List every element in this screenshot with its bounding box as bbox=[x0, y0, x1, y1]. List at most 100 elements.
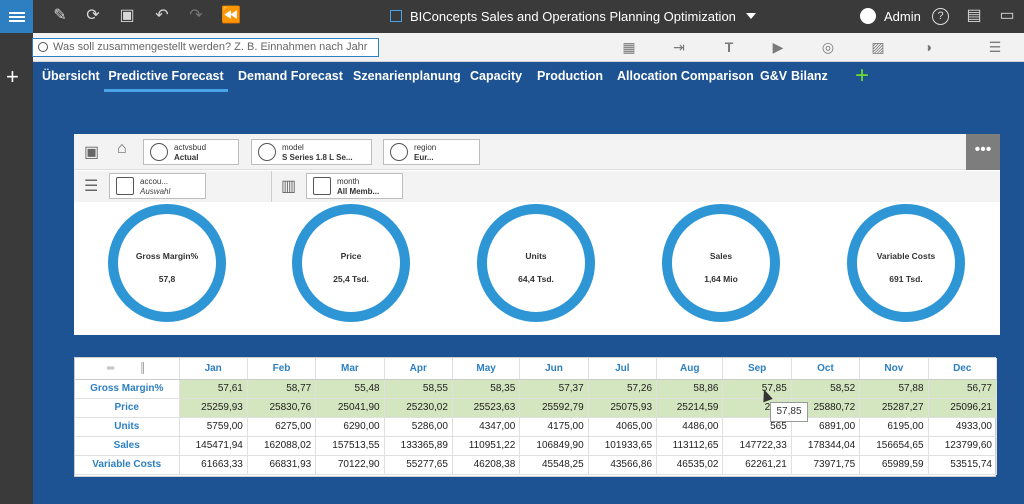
rows-dimension[interactable]: accou... Auswahl bbox=[109, 173, 206, 199]
app-title[interactable]: BIConcepts Sales and Operations Planning… bbox=[390, 0, 756, 33]
hamburger-menu-icon[interactable] bbox=[0, 0, 33, 33]
table-cell[interactable]: 56,77 bbox=[928, 379, 998, 399]
column-header[interactable]: Mar bbox=[315, 358, 385, 380]
web-widget-icon[interactable]: ◎ bbox=[821, 39, 835, 55]
tab-allocation-comparison[interactable]: Allocation Comparison bbox=[617, 69, 754, 83]
save-icon[interactable]: ▣ bbox=[119, 7, 135, 24]
column-header[interactable]: Jul bbox=[588, 358, 658, 380]
table-cell[interactable]: 5286,00 bbox=[384, 417, 453, 437]
column-header[interactable]: May bbox=[452, 358, 521, 380]
refresh-icon[interactable]: ⟳ bbox=[86, 7, 100, 24]
table-cell[interactable]: 25075,93 bbox=[588, 398, 658, 418]
filter-actvsbud[interactable]: actvsbud Actual bbox=[143, 139, 239, 165]
kpi-sales[interactable]: Sales 1,64 Mio bbox=[661, 203, 781, 323]
table-cell[interactable]: 4347,00 bbox=[452, 417, 521, 437]
table-cell[interactable]: 6290,00 bbox=[315, 417, 385, 437]
table-cell[interactable]: 58,86 bbox=[656, 379, 724, 399]
table-cell[interactable]: 55277,65 bbox=[384, 455, 453, 475]
table-cell[interactable]: 25592,79 bbox=[519, 398, 589, 418]
table-cell[interactable]: 57,37 bbox=[519, 379, 589, 399]
table-cell[interactable]: 65989,59 bbox=[859, 455, 929, 475]
table-cell[interactable]: 25096,21 bbox=[928, 398, 998, 418]
image-widget-icon[interactable]: ▨ bbox=[871, 39, 885, 55]
table-cell[interactable]: 46535,02 bbox=[656, 455, 724, 475]
column-header[interactable]: Jan bbox=[179, 358, 248, 380]
table-cell[interactable]: 25880,72 bbox=[791, 398, 861, 418]
table-cell[interactable]: 57,61 bbox=[179, 379, 248, 399]
table-cell[interactable]: 178344,04 bbox=[791, 436, 861, 456]
undo-icon[interactable]: ↶ bbox=[155, 7, 169, 24]
redo-icon[interactable]: ↷ bbox=[189, 7, 203, 24]
table-cell[interactable]: 57,88 bbox=[859, 379, 929, 399]
table-cell[interactable]: 6275,00 bbox=[247, 417, 317, 437]
kpi-price[interactable]: Price 25,4 Tsd. bbox=[291, 203, 411, 323]
column-header[interactable]: Oct bbox=[791, 358, 861, 380]
row-header[interactable]: Gross Margin% bbox=[75, 379, 180, 399]
table-cell[interactable]: 25214,59 bbox=[656, 398, 724, 418]
row-header[interactable]: Variable Costs bbox=[75, 455, 180, 475]
table-cell[interactable]: 73971,75 bbox=[791, 455, 861, 475]
search-input[interactable]: Was soll zusammengestellt werden? Z. B. … bbox=[32, 38, 379, 57]
kpi-variable-costs[interactable]: Variable Costs 691 Tsd. bbox=[846, 203, 966, 323]
tab-predictive-forecast[interactable]: Predictive Forecast bbox=[104, 62, 228, 92]
column-header[interactable]: Apr bbox=[384, 358, 453, 380]
table-cell[interactable]: 66831,93 bbox=[247, 455, 317, 475]
table-cell[interactable]: 133365,89 bbox=[384, 436, 453, 456]
table-cell[interactable]: 58,55 bbox=[384, 379, 453, 399]
tab-demand-forecast[interactable]: Demand Forecast bbox=[238, 69, 343, 83]
table-cell[interactable]: 110951,22 bbox=[452, 436, 521, 456]
video-widget-icon[interactable]: ▶ bbox=[772, 39, 784, 55]
table-cell[interactable]: 25287,27 bbox=[859, 398, 929, 418]
rewind-icon[interactable]: ⏪ bbox=[221, 7, 241, 24]
table-cell[interactable]: 55,48 bbox=[315, 379, 385, 399]
tab-szenarienplanung[interactable]: Szenarienplanung bbox=[353, 69, 461, 83]
table-cell[interactable]: 57,85 bbox=[722, 379, 792, 399]
table-cell[interactable]: 6891,00 bbox=[791, 417, 861, 437]
table-cell[interactable]: 5759,00 bbox=[179, 417, 248, 437]
tab-production[interactable]: Production bbox=[537, 69, 603, 83]
table-cell[interactable]: 70122,90 bbox=[315, 455, 385, 475]
table-cell[interactable]: 147722,33 bbox=[722, 436, 792, 456]
table-cell[interactable]: 58,52 bbox=[791, 379, 861, 399]
table-cell[interactable]: 58,77 bbox=[247, 379, 317, 399]
table-cell[interactable]: 157513,55 bbox=[315, 436, 385, 456]
table-cell[interactable]: 4065,00 bbox=[588, 417, 658, 437]
table-cell[interactable]: 101933,65 bbox=[588, 436, 658, 456]
chevron-down-icon[interactable] bbox=[745, 13, 756, 19]
table-cell[interactable]: 123799,60 bbox=[928, 436, 998, 456]
add-tab-icon[interactable]: + bbox=[855, 62, 870, 89]
kpi-gross-margin[interactable]: Gross Margin% 57,8 bbox=[107, 203, 227, 323]
table-cell[interactable]: 4486,00 bbox=[656, 417, 724, 437]
table-cell[interactable]: 6195,00 bbox=[859, 417, 929, 437]
chart-widget-icon[interactable]: ⇥ bbox=[673, 39, 685, 55]
tab-guv[interactable]: G&V bbox=[760, 69, 788, 83]
table-cell[interactable]: 25041,90 bbox=[315, 398, 385, 418]
table-cell[interactable]: 25259,93 bbox=[179, 398, 248, 418]
table-cell[interactable]: 46208,38 bbox=[452, 455, 521, 475]
tab-uebersicht[interactable]: Übersicht bbox=[42, 69, 100, 83]
comment-icon[interactable]: ▭ bbox=[999, 7, 1015, 24]
table-cell[interactable]: 4933,00 bbox=[928, 417, 998, 437]
lock-icon[interactable]: ⌂ bbox=[117, 140, 127, 157]
tab-bilanz[interactable]: Bilanz bbox=[791, 69, 828, 83]
table-cell[interactable]: 43566,86 bbox=[588, 455, 658, 475]
table-cell[interactable]: 156654,65 bbox=[859, 436, 929, 456]
help-icon[interactable]: ? bbox=[932, 8, 949, 25]
filter-region[interactable]: region Eur... bbox=[383, 139, 480, 165]
column-header[interactable]: Aug bbox=[656, 358, 724, 380]
table-cell[interactable]: 25230,02 bbox=[384, 398, 453, 418]
context-icon[interactable]: ▣ bbox=[84, 144, 100, 161]
columns-dimension[interactable]: month All Memb... bbox=[306, 173, 403, 199]
column-header[interactable]: Sep bbox=[722, 358, 792, 380]
slideshow-icon[interactable]: ▤ bbox=[966, 7, 982, 24]
table-cell[interactable]: 57,26 bbox=[588, 379, 658, 399]
column-header[interactable]: Nov bbox=[859, 358, 929, 380]
user-menu[interactable]: Admin bbox=[860, 0, 921, 33]
shape-widget-icon[interactable]: ◑ bbox=[923, 39, 933, 55]
table-cell[interactable]: 25830,76 bbox=[247, 398, 317, 418]
table-cell[interactable]: 25523,63 bbox=[452, 398, 521, 418]
edit-pencil-icon[interactable]: ✎ bbox=[53, 7, 67, 24]
table-cell[interactable]: 145471,94 bbox=[179, 436, 248, 456]
column-header[interactable]: Feb bbox=[247, 358, 317, 380]
table-cell[interactable]: 4175,00 bbox=[519, 417, 589, 437]
